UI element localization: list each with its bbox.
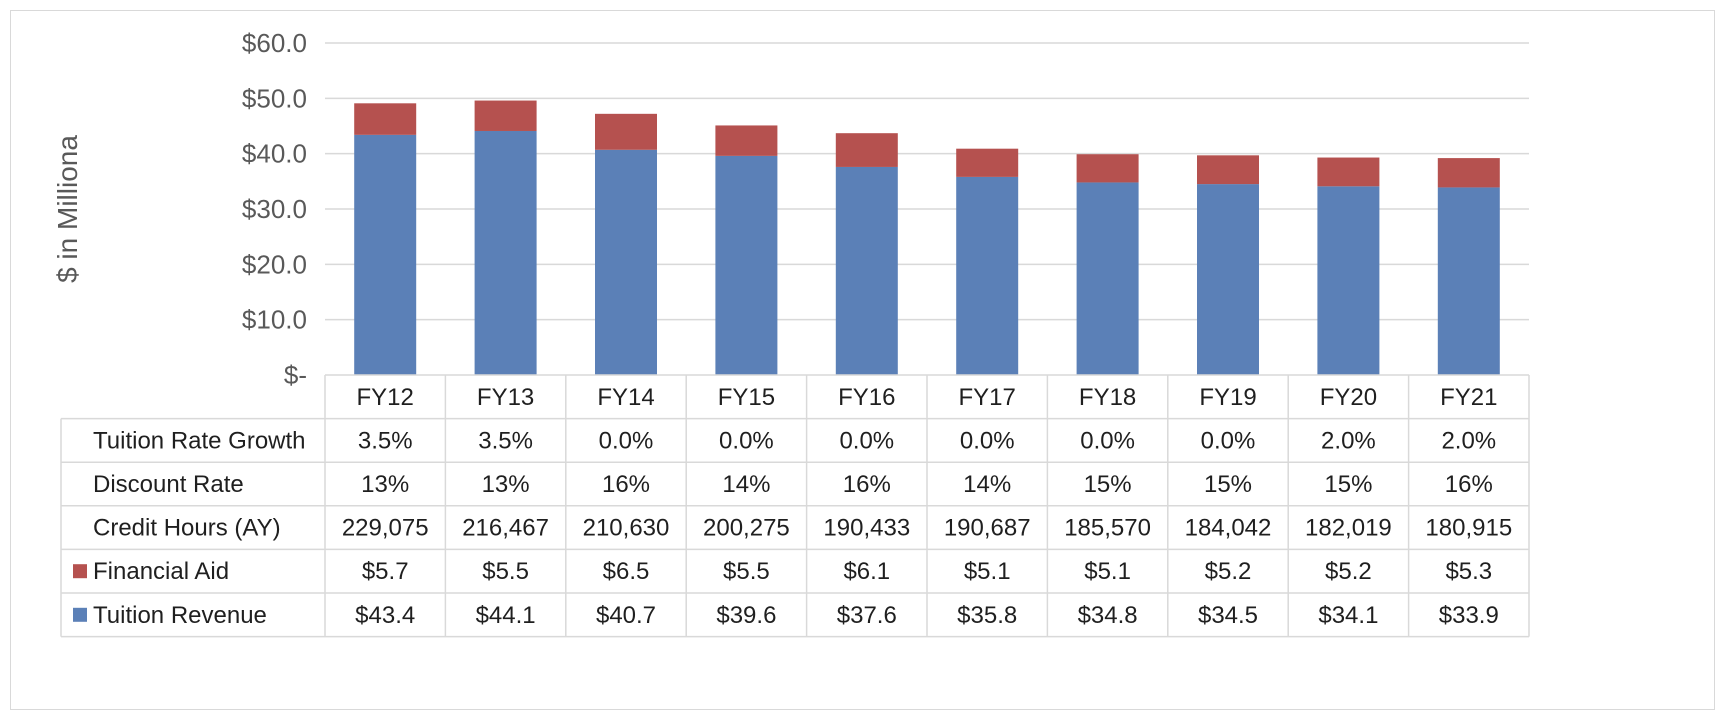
table-cell: 0.0% [1080, 427, 1135, 454]
category-label: FY13 [477, 384, 534, 411]
data-label: $34.8 [1078, 602, 1138, 629]
data-label: $5.5 [723, 558, 770, 585]
bar-tuition-revenue [1317, 186, 1380, 375]
table-cell: 0.0% [719, 427, 774, 454]
bar-financial-aid [956, 148, 1019, 177]
table-cell: 15% [1084, 471, 1132, 498]
category-label: FY19 [1199, 384, 1256, 411]
bar-tuition-revenue [1197, 184, 1259, 375]
stacked-bar-chart: $- $10.0 $20.0 $30.0 $40.0 $50.0 $60.0 $ in Mil… [52, 28, 1530, 638]
category-label: FY20 [1320, 384, 1377, 411]
data-label: $33.9 [1439, 602, 1499, 629]
bar-tuition-revenue [595, 149, 657, 375]
category-label: FY17 [959, 384, 1016, 411]
data-label: $5.2 [1205, 558, 1252, 585]
bar-financial-aid [1076, 154, 1139, 183]
table-cell: 200,275 [703, 515, 790, 542]
bar-tuition-revenue [956, 176, 1019, 375]
bar-tuition-revenue [354, 134, 417, 375]
y-tick-label: $50.0 [242, 83, 307, 113]
table-cell: 0.0% [839, 427, 894, 454]
bar-tuition-revenue [715, 155, 778, 375]
table-cell: 3.5% [478, 427, 533, 454]
legend-label: Financial Aid [93, 558, 229, 585]
table-cell: 182,019 [1305, 515, 1392, 542]
data-label: $5.1 [964, 558, 1011, 585]
data-label: $5.1 [1084, 558, 1131, 585]
y-tick-label: $60.0 [242, 28, 307, 58]
data-label: $5.2 [1325, 558, 1372, 585]
y-axis-label: $ in Milliona [52, 135, 83, 283]
data-label: $5.3 [1445, 558, 1492, 585]
table-cell: 3.5% [358, 427, 413, 454]
category-label: FY18 [1079, 384, 1136, 411]
table-cell: 16% [1445, 471, 1493, 498]
table-cell: 229,075 [342, 515, 429, 542]
bar-tuition-revenue [835, 166, 898, 375]
table-cell: 16% [602, 471, 650, 498]
y-tick-label: $20.0 [242, 249, 307, 279]
legend-key [73, 607, 87, 622]
table-row-label: Discount Rate [93, 471, 244, 498]
table-row-label: Tuition Rate Growth [93, 427, 306, 454]
legend-key [73, 564, 87, 579]
y-tick-label: $10.0 [242, 305, 307, 335]
table-cell: 190,687 [944, 515, 1031, 542]
table-cell: 14% [963, 471, 1011, 498]
bar-financial-aid [474, 100, 537, 131]
data-label: $44.1 [476, 602, 536, 629]
category-label: FY21 [1440, 384, 1497, 411]
table-cell: 14% [722, 471, 770, 498]
table-cell: 13% [482, 471, 530, 498]
data-label: $34.5 [1198, 602, 1258, 629]
y-tick-label: $40.0 [242, 139, 307, 169]
table-cell: 13% [361, 471, 409, 498]
legend-label: Tuition Revenue [93, 602, 267, 629]
table-cell: 0.0% [960, 427, 1015, 454]
table-cell: 15% [1204, 471, 1252, 498]
category-label: FY15 [718, 384, 775, 411]
bar-financial-aid [1437, 158, 1500, 188]
data-label: $43.4 [355, 602, 415, 629]
y-tick-label: $30.0 [242, 194, 307, 224]
bar-financial-aid [715, 125, 778, 156]
bar-financial-aid [835, 133, 898, 167]
table-cell: 16% [843, 471, 891, 498]
bar-financial-aid [354, 103, 417, 135]
data-label: $5.5 [482, 558, 529, 585]
table-cell: 210,630 [583, 515, 670, 542]
category-label: FY16 [838, 384, 895, 411]
data-label: $6.5 [603, 558, 650, 585]
bar-tuition-revenue [1437, 187, 1500, 375]
bar-tuition-revenue [474, 130, 537, 375]
table-cell: 2.0% [1441, 427, 1496, 454]
table-cell: 0.0% [1201, 427, 1256, 454]
data-label: $5.7 [362, 558, 409, 585]
chart-frame: $- $10.0 $20.0 $30.0 $40.0 $50.0 $60.0 $ in Mil… [10, 10, 1715, 710]
table-cell: 190,433 [823, 515, 910, 542]
table-row-label: Credit Hours (AY) [93, 515, 281, 542]
bar-tuition-revenue [1076, 182, 1139, 375]
bar-financial-aid [595, 113, 657, 150]
table-cell: 184,042 [1185, 515, 1272, 542]
data-label: $40.7 [596, 602, 656, 629]
table-cell: 216,467 [462, 515, 549, 542]
y-tick-label: $- [284, 360, 307, 390]
data-label: $37.6 [837, 602, 897, 629]
table-cell: 180,915 [1425, 515, 1512, 542]
data-label: $35.8 [957, 602, 1017, 629]
category-label: FY12 [357, 384, 414, 411]
data-label: $39.6 [716, 602, 776, 629]
table-cell: 2.0% [1321, 427, 1376, 454]
bar-financial-aid [1197, 155, 1259, 185]
data-label: $6.1 [843, 558, 890, 585]
bar-financial-aid [1317, 157, 1380, 187]
table-cell: 15% [1324, 471, 1372, 498]
table-cell: 185,570 [1064, 515, 1151, 542]
table-cell: 0.0% [599, 427, 654, 454]
data-label: $34.1 [1318, 602, 1378, 629]
category-label: FY14 [597, 384, 654, 411]
